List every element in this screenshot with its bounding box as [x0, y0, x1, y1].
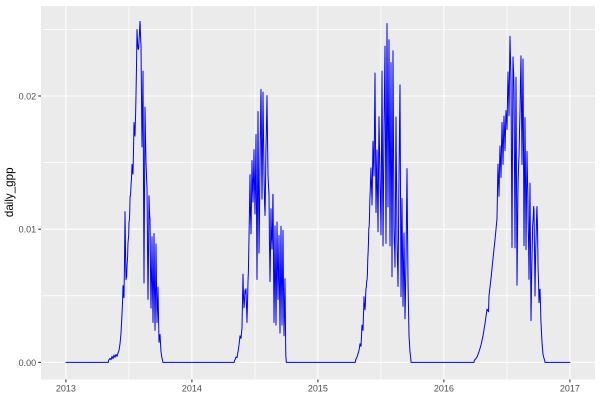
svg-text:2013: 2013 — [56, 383, 76, 393]
svg-text:2014: 2014 — [182, 383, 202, 393]
svg-text:2015: 2015 — [308, 383, 328, 393]
svg-text:0.01: 0.01 — [19, 225, 37, 235]
svg-text:2016: 2016 — [434, 383, 454, 393]
svg-text:2017: 2017 — [560, 383, 580, 393]
svg-text:0.02: 0.02 — [19, 91, 37, 101]
svg-text:0.00: 0.00 — [19, 358, 37, 368]
svg-text:daily_gpp: daily_gpp — [3, 167, 16, 217]
